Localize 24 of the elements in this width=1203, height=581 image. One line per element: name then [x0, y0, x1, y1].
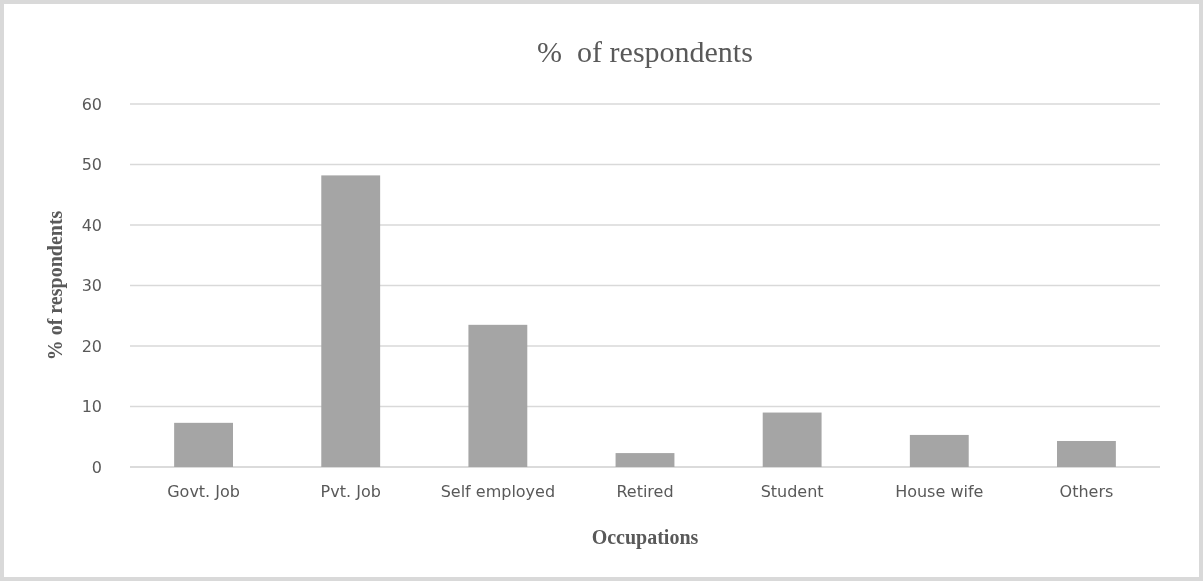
x-tick-label: Pvt. Job: [320, 482, 381, 501]
bar: [468, 324, 528, 467]
bar: [174, 422, 233, 467]
y-tick-label: 30: [81, 276, 102, 296]
y-tick-label: 50: [81, 155, 102, 175]
y-tick-label: 40: [81, 215, 102, 235]
bar: [1057, 440, 1116, 467]
y-tick-label: 60: [81, 94, 102, 114]
y-axis-title: % of respondents: [44, 210, 67, 361]
x-tick-label: Others: [1059, 482, 1114, 501]
x-tick-label: Student: [760, 482, 824, 501]
x-tick-label: Self employed: [440, 482, 556, 501]
y-tick-label: 0: [91, 457, 102, 477]
x-tick-label: Govt. Job: [167, 482, 240, 501]
bar: [909, 434, 969, 467]
x-axis-title: Occupations: [591, 526, 699, 549]
chart-title: % of respondents: [537, 35, 753, 68]
y-tick-label: 10: [81, 397, 102, 417]
x-tick-label: Retired: [616, 482, 674, 501]
bar: [762, 412, 822, 467]
x-tick-label: House wife: [895, 482, 984, 501]
y-tick-label: 20: [81, 336, 102, 356]
bar: [321, 175, 381, 467]
bar: [615, 453, 675, 467]
